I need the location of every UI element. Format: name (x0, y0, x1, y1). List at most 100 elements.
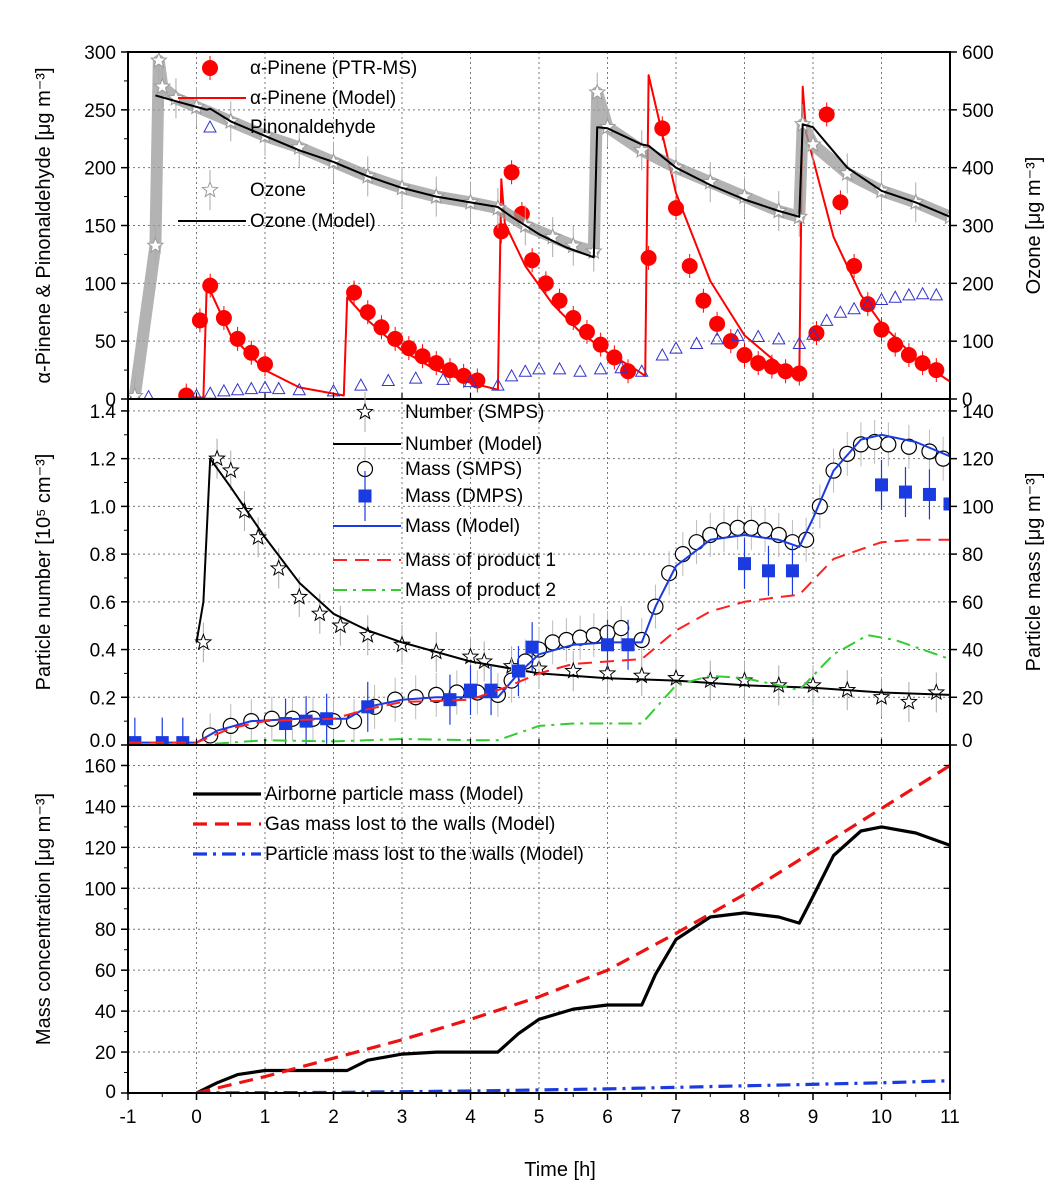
data-point (808, 321, 825, 346)
data-point (743, 505, 760, 550)
data-point (153, 66, 172, 107)
series-line (195, 825, 950, 1093)
data-point (578, 319, 595, 344)
data-point (902, 287, 916, 301)
y2-tick-label: 20 (962, 688, 983, 709)
legend-entry: Ozone (201, 170, 306, 210)
data-point (614, 360, 629, 374)
data-point (730, 328, 745, 341)
data-point (887, 332, 904, 357)
legend-entry: Number (Model) (333, 434, 542, 455)
data-point (847, 301, 861, 315)
data-point (922, 469, 936, 520)
y-tick-label: 1.2 (90, 450, 116, 471)
y-axis-label: Particle number [10⁵ cm⁻³] (33, 454, 55, 691)
legend-entry: α-Pinene (PTR-MS) (202, 56, 417, 80)
data-point (491, 378, 505, 391)
series-ozone-model- (155, 94, 950, 259)
data-point (149, 52, 168, 81)
x-tick-label: 11 (940, 1107, 960, 1128)
data-point (436, 372, 450, 385)
legend-entry: Airborne particle mass (Model) (193, 784, 524, 805)
data-point (735, 660, 754, 701)
data-point (551, 288, 568, 313)
legend-label: Mass of product 1 (405, 550, 556, 571)
legend-entry: Gas mass lost to the walls (Model) (193, 814, 555, 835)
data-point (407, 675, 424, 720)
data-point (244, 381, 259, 395)
y2-tick-label: 0 (962, 731, 973, 752)
x-tick-label: -1 (120, 1107, 137, 1128)
data-point (191, 308, 208, 333)
data-point (190, 388, 203, 399)
legend-label: α-Pinene (Model) (250, 88, 396, 109)
legend-label: Particle mass lost to the walls (Model) (265, 844, 584, 865)
data-point (798, 517, 815, 562)
legend-entry: Ozone (Model) (178, 211, 376, 232)
data-point (544, 620, 561, 665)
data-point (230, 382, 245, 396)
axes-layer: -1 0 1 2 3 4 5 6 7 8 9 10 11050100150200250300010020… (33, 43, 1045, 1128)
y-axis-label: α-Pinene & Pinonaldehyde [μg m⁻³] (33, 67, 55, 383)
data-point (792, 336, 807, 349)
y-tick-label: 160 (84, 756, 116, 777)
data-point (899, 682, 918, 723)
y2-tick-label: 140 (962, 402, 994, 423)
x-tick-label: 6 (602, 1107, 613, 1128)
y2-axis-label: Particle mass [μg m⁻³] (1023, 473, 1045, 672)
data-point (564, 225, 583, 266)
data-point (143, 389, 154, 399)
data-point (263, 696, 280, 741)
y-tick-label: 0.8 (90, 545, 116, 566)
data-point (249, 517, 268, 558)
y2-tick-label: 400 (962, 159, 994, 180)
series-particle-mass-lost-to-the-walls-model- (196, 1079, 950, 1093)
data-point (785, 545, 799, 596)
data-point (888, 290, 903, 303)
data-point (738, 538, 751, 589)
series-airborne-particle-mass-model- (195, 825, 950, 1093)
data-point (484, 665, 498, 716)
data-point (654, 116, 671, 141)
legend-label: Mass (SMPS) (405, 459, 522, 480)
data-point (588, 72, 607, 113)
legend-label: Mass (DMPS) (405, 486, 523, 507)
series-mass-of-product-1 (128, 538, 950, 744)
data-point (695, 288, 712, 313)
y-tick-label: 0 (105, 1082, 116, 1103)
y-tick-label: 0.0 (90, 731, 116, 752)
legend-entry: Pinonaldehyde (203, 117, 376, 138)
y-tick-label: 100 (84, 879, 116, 900)
legend-entry: Mass of product 1 (333, 550, 556, 571)
data-point (354, 378, 368, 391)
data-point (715, 508, 733, 553)
data-point (448, 670, 465, 715)
data-point (832, 190, 849, 215)
data-point (756, 508, 774, 553)
data-point (511, 646, 525, 697)
data-point (838, 153, 857, 194)
legend-label: Ozone (250, 180, 306, 201)
series-line (182, 74, 950, 399)
data-point (299, 696, 313, 745)
data-point (235, 491, 254, 532)
data-point (271, 381, 286, 395)
data-point (833, 305, 848, 318)
legend-label: Airborne particle mass (Model) (265, 784, 524, 805)
legend-label: Pinonaldehyde (250, 117, 376, 138)
data-point (524, 248, 541, 273)
panel-top (128, 52, 950, 399)
data-point (874, 292, 889, 306)
y2-tick-label: 40 (962, 641, 983, 662)
data-point (217, 383, 231, 397)
x-tick-label: 7 (671, 1107, 682, 1128)
y-tick-label: 120 (84, 838, 116, 859)
data-point (806, 327, 820, 340)
legend-label: Number (Model) (405, 434, 542, 455)
data-point (552, 361, 567, 375)
data-point (292, 382, 307, 396)
data-point (804, 124, 822, 165)
y-tick-label: 250 (84, 101, 116, 122)
y2-axis-label: Ozone [μg m⁻³] (1023, 157, 1045, 295)
